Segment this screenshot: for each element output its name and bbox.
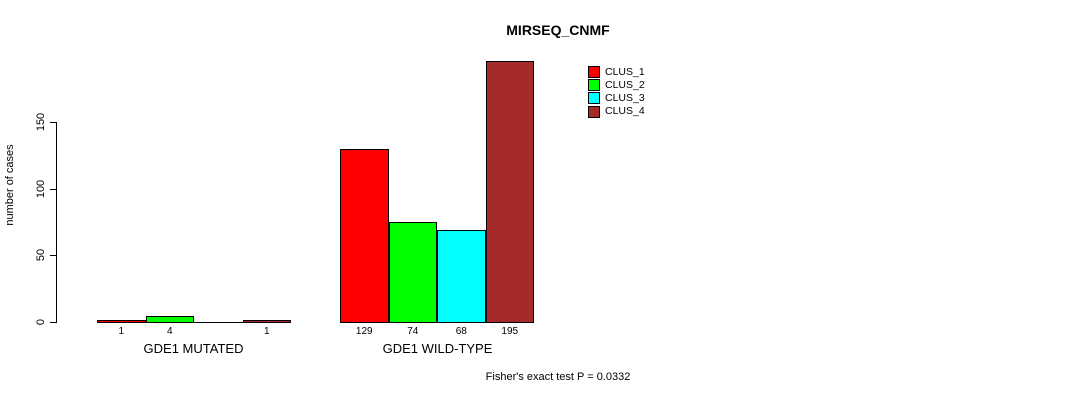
bar-clus_4-group1 <box>242 319 291 323</box>
bar-value-label: 68 <box>455 326 467 337</box>
bar-clus_2-group2 <box>388 222 437 323</box>
y-tick-mark <box>50 322 57 323</box>
y-tick-mark <box>50 255 57 257</box>
y-axis-line <box>56 122 57 322</box>
bar-value-label: 1 <box>263 326 270 337</box>
bar-clus_1-group2 <box>340 149 389 323</box>
footer-stat-text: Fisher's exact test P = 0.0332 <box>485 371 631 383</box>
bar-value-label: 4 <box>166 326 173 337</box>
bar-clus_4-group2 <box>485 61 534 323</box>
y-tick-label: 0 <box>35 318 47 326</box>
bar-value-label: 74 <box>407 326 419 337</box>
bar-clus_3-group2 <box>437 230 486 323</box>
y-tick-label: 100 <box>35 179 47 198</box>
legend-label-clus_3: CLUS_3 <box>605 91 645 104</box>
bar-value-label: 195 <box>501 326 519 337</box>
x-group-label: GDE1 WILD-TYPE <box>382 341 493 356</box>
legend-swatch-clus_2 <box>588 79 600 92</box>
legend-label-clus_4: CLUS_4 <box>605 105 645 118</box>
y-axis-label: number of cases <box>4 144 16 226</box>
bar-clus_1-group1 <box>97 319 146 323</box>
legend-swatch-clus_3 <box>588 92 600 105</box>
legend-label-clus_1: CLUS_1 <box>605 65 645 78</box>
y-tick-mark <box>50 122 57 123</box>
y-tick-label: 50 <box>35 249 47 262</box>
bar-value-label: 1 <box>118 326 125 337</box>
x-group-label: GDE1 MUTATED <box>143 341 244 356</box>
legend-swatch-clus_1 <box>588 66 600 78</box>
y-tick-mark <box>50 188 57 190</box>
bar-clus_2-group1 <box>145 315 194 323</box>
bar-value-label: 129 <box>355 326 373 337</box>
y-tick-label: 150 <box>35 112 47 132</box>
chart-title: MIRSEQ_CNMF <box>506 22 610 38</box>
bar-clus_3-group1 <box>194 322 243 323</box>
legend-swatch-clus_4 <box>588 105 600 118</box>
legend-label-clus_2: CLUS_2 <box>605 78 645 91</box>
